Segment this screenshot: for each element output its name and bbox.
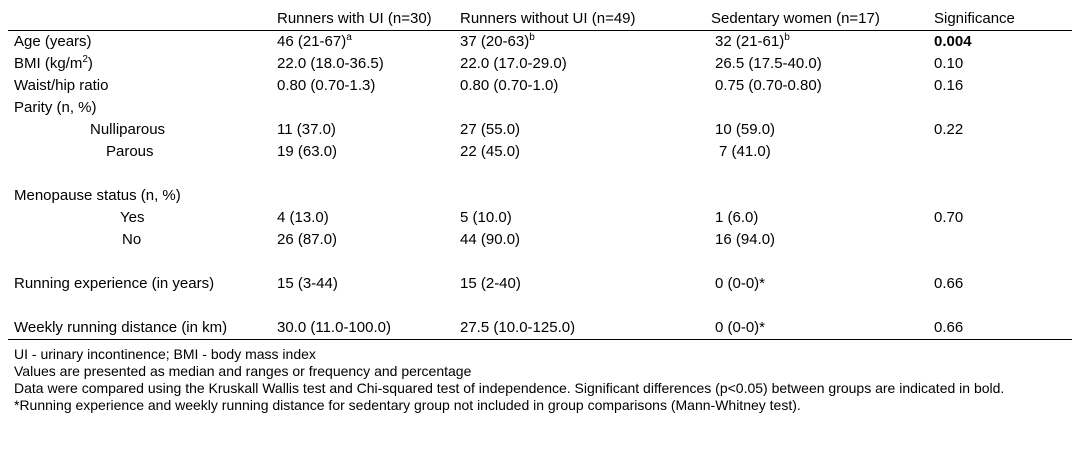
characteristics-table-container: Runners with UI (n=30) Runners without U… xyxy=(8,8,1072,340)
cell-runners-without-ui: 44 (90.0) xyxy=(460,231,521,248)
table-header: Runners with UI (n=30) Runners without U… xyxy=(8,8,1072,31)
table-row-menopause-no: No 26 (87.0) 44 (90.0) 16 (94.0) xyxy=(8,229,1072,251)
row-label: BMI (kg/m2) xyxy=(8,53,271,75)
cell-value: 37 (20-63) xyxy=(460,33,530,50)
table-row-running-experience: Running experience (in years) 15 (3-44) … xyxy=(8,273,1072,295)
cell-runners-without-ui: 27.5 (10.0-125.0) xyxy=(454,317,705,340)
cell-significance: 0.70 xyxy=(934,209,964,226)
table-body: Age (years) 46 (21-67)a 37 (20-63)b 32 (… xyxy=(8,31,1072,340)
table-spacer-row xyxy=(8,295,1072,317)
cell-runners-with-ui: 0.80 (0.70-1.3) xyxy=(277,77,376,94)
cell-sedentary-women: 26.5 (17.5-40.0) xyxy=(715,55,822,72)
superscript: b xyxy=(529,32,535,43)
superscript: a xyxy=(346,32,352,43)
label-text: ) xyxy=(87,55,93,72)
cell-runners-without-ui: 22 (45.0) xyxy=(460,143,521,160)
header-runners-without-ui: Runners without UI (n=49) xyxy=(454,8,705,31)
label-text: BMI (kg/m xyxy=(14,55,83,72)
row-label: No xyxy=(122,231,142,248)
cell-runners-with-ui: 11 (37.0) xyxy=(277,121,336,138)
footnote-values: Values are presented as median and range… xyxy=(14,363,472,379)
cell-sedentary-women: 1 (6.0) xyxy=(715,209,759,226)
table-spacer-row xyxy=(8,163,1072,185)
cell-runners-without-ui: 15 (2-40) xyxy=(460,275,521,292)
table-row-weekly-distance: Weekly running distance (in km) 30.0 (11… xyxy=(8,317,1072,340)
header-row: Runners with UI (n=30) Runners without U… xyxy=(8,8,1072,31)
cell-significance: 0.22 xyxy=(934,121,964,138)
table-row-nulliparous: Nulliparous 11 (37.0) 27 (55.0) 10 (59.0… xyxy=(8,119,1072,141)
table-row-age: Age (years) 46 (21-67)a 37 (20-63)b 32 (… xyxy=(8,31,1072,54)
row-label: Parous xyxy=(106,143,154,160)
cell-value: 32 (21-61) xyxy=(715,33,785,50)
cell-runners-with-ui: 4 (13.0) xyxy=(277,209,329,226)
header-runners-with-ui: Runners with UI (n=30) xyxy=(271,8,454,31)
cell-runners-without-ui: 22.0 (17.0-29.0) xyxy=(460,55,567,72)
cell-significance: 0.66 xyxy=(928,317,1072,340)
row-label: Yes xyxy=(120,209,145,226)
cell-sedentary-women: 32 (21-61)b xyxy=(705,31,928,54)
table-row-menopause: Menopause status (n, %) xyxy=(8,185,1072,207)
cell-runners-with-ui: 15 (3-44) xyxy=(277,275,338,292)
cell-significance xyxy=(928,141,1072,163)
cell-significance xyxy=(928,229,1072,251)
cell-runners-without-ui: 37 (20-63)b xyxy=(454,31,705,54)
footnote-abbreviations: UI - urinary incontinence; BMI - body ma… xyxy=(14,346,316,362)
table-spacer-row xyxy=(8,251,1072,273)
cell-significance: 0.16 xyxy=(934,77,964,94)
cell-sedentary-women: 10 (59.0) xyxy=(715,121,776,138)
cell-runners-with-ui: 26 (87.0) xyxy=(277,231,338,248)
row-label: Parity (n, %) xyxy=(14,99,97,116)
cell-runners-with-ui: 22.0 (18.0-36.5) xyxy=(277,55,384,72)
table-row-menopause-yes: Yes 4 (13.0) 5 (10.0) 1 (6.0) 0.70 xyxy=(8,207,1072,229)
footnote-methods: Data were compared using the Kruskall Wa… xyxy=(14,380,1005,413)
characteristics-table: Runners with UI (n=30) Runners without U… xyxy=(8,8,1072,340)
row-label: Running experience (in years) xyxy=(14,275,215,292)
row-label: Age (years) xyxy=(14,33,92,50)
cell-runners-with-ui: 46 (21-67)a xyxy=(271,31,454,54)
header-variable xyxy=(8,8,271,31)
header-significance: Significance xyxy=(928,8,1072,31)
cell-runners-without-ui: 5 (10.0) xyxy=(460,209,512,226)
cell-value: 46 (21-67) xyxy=(277,33,347,50)
table-row-parity: Parity (n, %) xyxy=(8,97,1072,119)
cell-sedentary-women: 0 (0-0)* xyxy=(715,275,766,292)
cell-runners-with-ui: 30.0 (11.0-100.0) xyxy=(271,317,454,340)
cell-runners-with-ui: 19 (63.0) xyxy=(277,143,338,160)
row-label: Weekly running distance (in km) xyxy=(8,317,271,340)
header-sedentary-women: Sedentary women (n=17) xyxy=(705,8,928,31)
table-row-parous: Parous 19 (63.0) 22 (45.0) 7 (41.0) xyxy=(8,141,1072,163)
table-footnotes: UI - urinary incontinence; BMI - body ma… xyxy=(14,346,1064,414)
cell-sedentary-women: 7 (41.0) xyxy=(719,143,771,160)
cell-runners-without-ui: 27 (55.0) xyxy=(460,121,521,138)
table-row-waist-hip: Waist/hip ratio 0.80 (0.70-1.3) 0.80 (0.… xyxy=(8,75,1072,97)
cell-sedentary-women: 0 (0-0)* xyxy=(705,317,928,340)
cell-significance: 0.66 xyxy=(934,275,964,292)
cell-runners-without-ui: 0.80 (0.70-1.0) xyxy=(460,77,559,94)
row-label: Waist/hip ratio xyxy=(14,77,109,94)
superscript: 2 xyxy=(82,54,88,65)
cell-sedentary-women: 0.75 (0.70-0.80) xyxy=(715,77,822,94)
cell-significance: 0.004 xyxy=(934,33,972,50)
cell-significance: 0.10 xyxy=(934,55,964,72)
table-row-bmi: BMI (kg/m2) 22.0 (18.0-36.5) 22.0 (17.0-… xyxy=(8,53,1072,75)
cell-sedentary-women: 16 (94.0) xyxy=(715,231,776,248)
row-label: Nulliparous xyxy=(90,121,166,138)
row-label: Menopause status (n, %) xyxy=(14,187,181,204)
superscript: b xyxy=(784,32,790,43)
